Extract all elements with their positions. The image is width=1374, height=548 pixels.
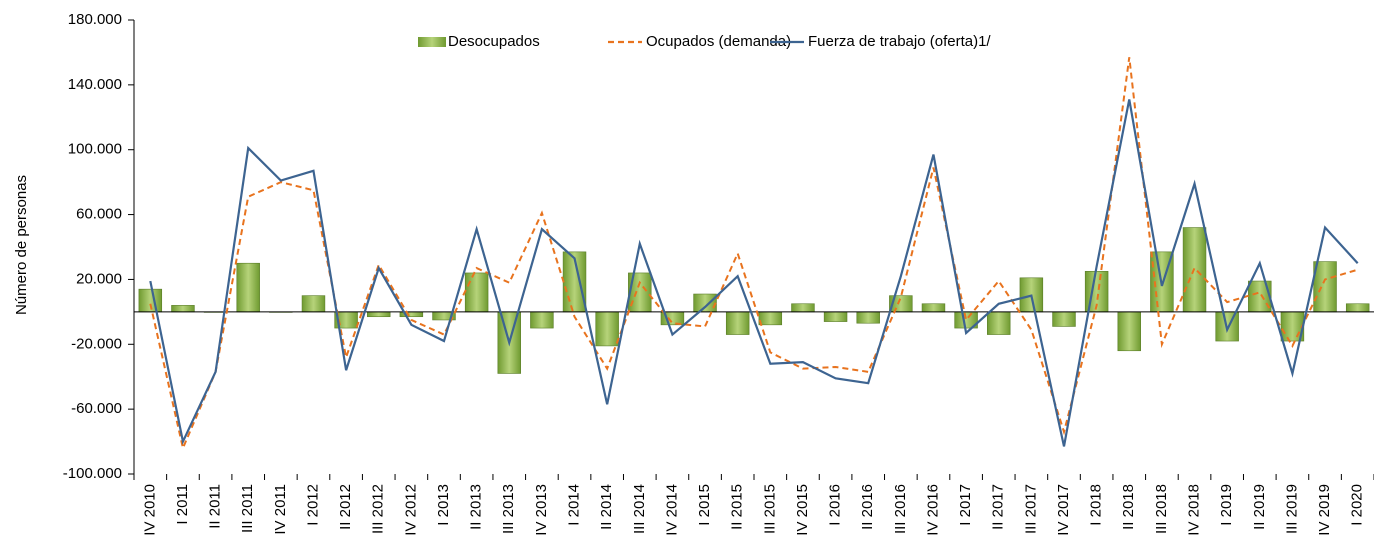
- bar: [791, 303, 815, 313]
- x-tick-label: IV 2018: [1185, 484, 1202, 536]
- y-tick-label: -60.000: [71, 400, 122, 417]
- legend-label: Fuerza de trabajo (oferta)1/: [808, 33, 991, 50]
- bar: [823, 311, 848, 322]
- bar: [171, 305, 195, 313]
- x-tick-label: II 2016: [859, 484, 876, 530]
- bar: [464, 272, 489, 313]
- y-tick-label: 180.000: [68, 11, 122, 28]
- bar: [1052, 311, 1076, 327]
- x-tick-label: IV 2011: [272, 484, 289, 535]
- x-tick-label: II 2012: [337, 484, 354, 530]
- bar: [367, 311, 391, 318]
- bar: [758, 311, 783, 326]
- x-tick-label: I 2011: [174, 484, 191, 525]
- x-tick-label: IV 2019: [1316, 484, 1333, 536]
- x-tick-label: II 2019: [1251, 484, 1268, 530]
- bar: [725, 311, 750, 335]
- legend-swatch: [418, 37, 446, 47]
- bar: [530, 311, 554, 329]
- x-tick-label: III 2011: [239, 484, 256, 533]
- x-tick-label: IV 2012: [402, 484, 419, 536]
- x-tick-label: I 2013: [435, 484, 452, 526]
- x-tick-label: IV 2015: [794, 484, 811, 536]
- bar: [595, 311, 619, 347]
- x-tick-label: III 2018: [1153, 484, 1170, 534]
- line-series: [149, 57, 1358, 452]
- bar: [138, 288, 163, 313]
- x-tick-label: III 2017: [1022, 484, 1039, 534]
- x-tick-label: I 2016: [827, 484, 844, 526]
- x-tick-label: III 2019: [1283, 484, 1300, 534]
- x-tick-label: II 2015: [729, 484, 746, 530]
- y-tick-label: -100.000: [63, 465, 122, 482]
- x-tick-label: I 2020: [1349, 484, 1366, 526]
- x-tick-label: I 2015: [696, 484, 713, 526]
- x-tick-label: IV 2013: [533, 484, 550, 536]
- y-tick-label: 60.000: [76, 206, 122, 223]
- x-tick-label: II 2013: [468, 484, 485, 530]
- x-tick-label: II 2014: [598, 484, 615, 530]
- x-tick-label: II 2018: [1120, 484, 1137, 530]
- bar: [693, 293, 717, 313]
- x-tick-label: I 2018: [1088, 484, 1105, 526]
- x-tick-label: III 2014: [631, 484, 648, 534]
- bar: [1117, 311, 1141, 352]
- y-tick-label: 20.000: [76, 270, 122, 287]
- bar: [236, 262, 260, 313]
- bar: [987, 311, 1011, 335]
- y-tick-label: 100.000: [68, 141, 122, 158]
- line-series: [149, 99, 1359, 447]
- x-tick-label: II 2017: [990, 484, 1007, 530]
- y-tick-label: 140.000: [68, 76, 122, 93]
- bar: [1345, 303, 1370, 313]
- x-tick-label: I 2019: [1218, 484, 1235, 526]
- x-tick-label: I 2014: [565, 484, 582, 526]
- legend-label: Ocupados (demanda): [646, 33, 791, 50]
- x-tick-label: II 2011: [207, 484, 224, 529]
- x-tick-label: IV 2014: [663, 484, 680, 536]
- bar: [921, 303, 946, 313]
- x-tick-label: IV 2010: [141, 484, 158, 536]
- x-tick-label: I 2017: [957, 484, 974, 526]
- x-tick-label: III 2016: [892, 484, 909, 534]
- x-tick-label: III 2015: [761, 484, 778, 534]
- x-tick-label: I 2012: [304, 484, 321, 526]
- x-tick-label: III 2012: [370, 484, 387, 534]
- x-tick-label: III 2013: [500, 484, 517, 534]
- bar: [301, 295, 326, 313]
- bar: [1313, 261, 1337, 313]
- x-tick-label: IV 2016: [924, 484, 941, 536]
- y-axis-label: Número de personas: [13, 175, 30, 315]
- x-tick-label: IV 2017: [1055, 484, 1072, 536]
- legend-label: Desocupados: [448, 33, 540, 50]
- bar: [856, 311, 880, 324]
- y-tick-label: -20.000: [71, 335, 122, 352]
